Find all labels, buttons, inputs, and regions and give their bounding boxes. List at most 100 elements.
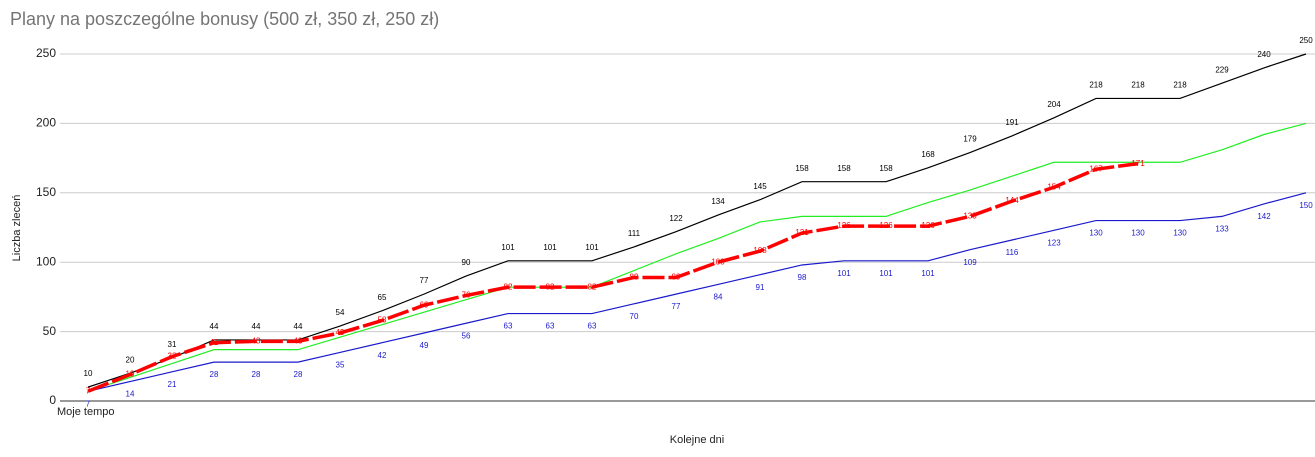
data-label: 19 — [126, 370, 135, 379]
y-tick-label: 150 — [36, 185, 56, 199]
x-axis-label: Kolejne dni — [670, 434, 724, 446]
data-label: 63 — [546, 322, 555, 331]
data-label: 31 — [168, 340, 177, 349]
data-label: 130 — [1089, 229, 1103, 238]
data-label: 58 — [378, 316, 387, 325]
data-label: 20 — [126, 355, 135, 364]
data-label: 250 — [1299, 36, 1313, 45]
x-tick-label: Moje tempo — [57, 406, 114, 418]
data-label: 69 — [420, 300, 429, 309]
data-label: 63 — [504, 322, 513, 331]
data-label: 90 — [462, 258, 471, 267]
data-label: 42 — [210, 338, 219, 347]
y-tick-label: 200 — [36, 116, 56, 130]
data-label: 54 — [336, 308, 345, 317]
data-label: 179 — [963, 135, 977, 144]
data-label: 7 — [86, 399, 91, 408]
data-label: 109 — [963, 258, 977, 267]
data-label: 43 — [294, 336, 303, 345]
data-label: 111 — [628, 229, 641, 238]
data-label: 150 — [1299, 201, 1313, 210]
data-label: 218 — [1173, 81, 1187, 90]
data-label: 56 — [462, 331, 471, 340]
data-label: 63 — [588, 322, 597, 331]
data-label: 70 — [630, 312, 639, 321]
data-label: 167 — [1089, 164, 1103, 173]
data-label: 240 — [1257, 50, 1271, 59]
data-label: 145 — [753, 182, 767, 191]
data-label: 77 — [672, 302, 681, 311]
data-label: 133 — [1215, 225, 1229, 234]
data-label: 123 — [1047, 238, 1061, 247]
data-label: 130 — [1173, 229, 1187, 238]
data-label: 126 — [921, 221, 935, 230]
data-label: 101 — [543, 243, 557, 252]
data-label: 116 — [1006, 248, 1019, 257]
data-label: 28 — [210, 370, 219, 379]
data-label: 133 — [963, 212, 977, 221]
data-label: 171 — [1131, 159, 1145, 168]
data-label: 65 — [378, 293, 387, 302]
data-label: 91 — [756, 283, 765, 292]
data-label: 134 — [711, 197, 725, 206]
data-label: 122 — [669, 214, 683, 223]
data-label: 82 — [588, 282, 597, 291]
data-label: 108 — [753, 246, 767, 255]
data-label: 10 — [84, 369, 93, 378]
data-label: 82 — [546, 282, 555, 291]
data-label: 126 — [879, 221, 893, 230]
data-label: 100 — [711, 257, 725, 266]
data-label: 101 — [921, 269, 935, 278]
y-tick-label: 250 — [36, 46, 56, 60]
data-label: 89 — [672, 273, 681, 282]
data-label: 43 — [252, 336, 261, 345]
series-line — [87, 192, 1307, 392]
data-label: 49 — [420, 341, 429, 350]
series-line — [87, 161, 1139, 393]
y-axis-label: Liczba zleceń — [11, 195, 23, 262]
data-label: 191 — [1005, 118, 1019, 127]
data-label: 76 — [462, 291, 471, 300]
y-tick-label: 50 — [43, 324, 57, 338]
data-label: 204 — [1047, 100, 1061, 109]
data-label: 49 — [336, 328, 345, 337]
data-label: 218 — [1089, 81, 1103, 90]
data-label: 44 — [252, 322, 261, 331]
data-label: 101 — [501, 243, 515, 252]
data-label: 14 — [126, 390, 135, 399]
data-label: 229 — [1215, 65, 1229, 74]
data-label: 218 — [1131, 81, 1145, 90]
data-label: 32 — [168, 352, 177, 361]
data-label: 130 — [1131, 229, 1145, 238]
y-tick-label: 100 — [36, 254, 56, 268]
data-label: 42 — [378, 351, 387, 360]
data-label: 101 — [585, 243, 599, 252]
data-label: 89 — [630, 273, 639, 282]
data-label: 98 — [798, 273, 807, 282]
data-label: 28 — [252, 370, 261, 379]
data-label: 154 — [1047, 182, 1061, 191]
data-label: 21 — [168, 380, 177, 389]
data-label: 158 — [879, 164, 893, 173]
data-label: 35 — [336, 361, 345, 370]
data-label: 7 — [86, 386, 91, 395]
data-label: 84 — [714, 293, 723, 302]
chart-title: Plany na poszczególne bonusy (500 zł, 35… — [10, 9, 439, 29]
data-label: 28 — [294, 370, 303, 379]
data-label: 158 — [837, 164, 851, 173]
data-label: 82 — [504, 282, 513, 291]
y-tick-label: 0 — [49, 393, 56, 407]
data-label: 101 — [879, 269, 893, 278]
data-label: 158 — [795, 164, 809, 173]
data-label: 142 — [1257, 212, 1271, 221]
data-label: 168 — [921, 150, 935, 159]
data-label: 144 — [1005, 196, 1019, 205]
data-label: 44 — [294, 322, 303, 331]
data-label: 44 — [210, 322, 219, 331]
data-label: 121 — [795, 228, 809, 237]
data-label: 77 — [420, 276, 429, 285]
data-label: 101 — [837, 269, 851, 278]
data-label: 126 — [837, 221, 851, 230]
series-line — [87, 122, 1307, 392]
